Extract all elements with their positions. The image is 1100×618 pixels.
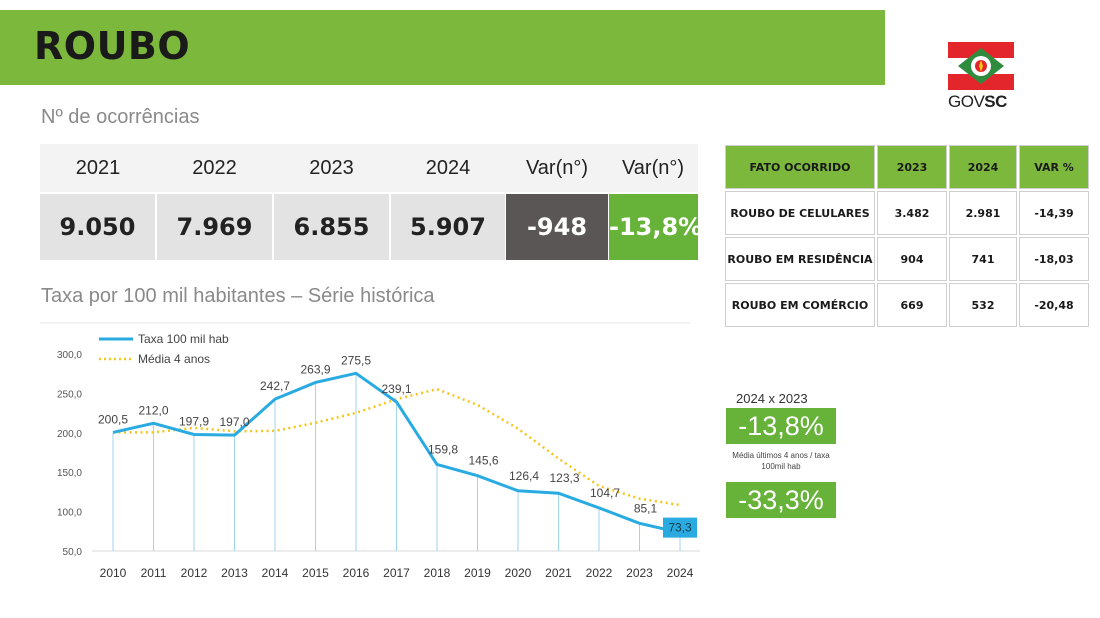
legend-label-rate: Taxa 100 mil hab	[138, 332, 229, 346]
occ-header-var-abs: Var(n°)	[525, 157, 589, 179]
comparison-note: Média últimos 4 anos / taxa 100mil hab	[732, 451, 830, 471]
logo-text: GOVSC	[948, 92, 1007, 111]
data-label: 212,0	[138, 403, 168, 417]
occ-value-var-pct: -13,8%	[609, 194, 702, 260]
x-tick-label: 2024	[667, 566, 694, 580]
drop-lines	[112, 373, 681, 551]
fact-2023: 904	[877, 237, 947, 281]
series-line-rate	[112, 371, 681, 535]
comparison-label: 2024 x 2023	[736, 391, 808, 406]
data-label: 239,1	[381, 382, 411, 396]
y-tick-label: 200,0	[57, 429, 82, 440]
chart-legend: Taxa 100 mil hab Média 4 anos	[99, 332, 229, 366]
x-tick-label: 2017	[383, 566, 410, 580]
occ-value-var-abs: -948	[506, 194, 608, 260]
x-tick-label: 2015	[302, 566, 329, 580]
occ-header-var-pct: Var(n°)	[621, 157, 685, 179]
data-label: 263,9	[300, 362, 330, 376]
x-axis: 2010 2011 2012 2013 2014 2015 2016 2017 2018 2019…	[100, 566, 694, 580]
x-tick-label: 2021	[545, 566, 572, 580]
y-tick-label: 50,0	[63, 547, 83, 558]
data-label: 126,4	[509, 469, 539, 483]
fact-var: -20,48	[1019, 283, 1089, 327]
x-tick-label: 2018	[424, 566, 451, 580]
x-tick-label: 2010	[100, 566, 127, 580]
x-tick-label: 2016	[343, 566, 370, 580]
data-label: 197,0	[219, 415, 249, 429]
data-label: 104,7	[590, 486, 620, 500]
x-tick-label: 2013	[221, 566, 248, 580]
data-label: 200,5	[98, 412, 128, 426]
series-lines	[112, 371, 681, 535]
legend-label-avg: Média 4 anos	[138, 352, 210, 366]
x-tick-label: 2011	[141, 566, 167, 580]
rate-line-chart: Taxa 100 mil hab Média 4 anos 300,0 250,0…	[40, 322, 700, 580]
series-line-avg	[113, 387, 681, 507]
y-tick-label: 300,0	[57, 350, 82, 361]
occ-value-2021: 9.050	[40, 194, 155, 260]
govsc-logo: GOVSC	[944, 40, 1020, 112]
fact-name: ROUBO EM COMÉRCIO	[725, 283, 875, 327]
occ-header-2023: 2023	[309, 157, 354, 179]
x-tick-label: 2023	[626, 566, 653, 580]
chart-title: Taxa por 100 mil habitantes – Série hist…	[41, 285, 435, 307]
data-label: 197,9	[179, 414, 209, 428]
fact-2024: 532	[949, 283, 1017, 327]
last-value-highlight	[663, 517, 697, 538]
x-tick-label: 2020	[505, 566, 532, 580]
fact-2023: 669	[877, 283, 947, 327]
occurrences-title: Nº de ocorrências	[41, 106, 200, 128]
facts-header-var: VAR %	[1019, 145, 1089, 189]
x-tick-label: 2019	[464, 566, 491, 580]
y-tick-label: 150,0	[57, 468, 82, 479]
fact-2023: 3.482	[877, 191, 947, 235]
x-tick-label: 2012	[181, 566, 208, 580]
data-label: 242,7	[260, 379, 290, 393]
page-title: ROUBO	[34, 24, 191, 68]
table-row: ROUBO EM COMÉRCIO 669 532 -20,48	[725, 283, 1089, 327]
facts-header-fact: FATO OCORRIDO	[725, 145, 875, 189]
data-label: 145,6	[468, 454, 498, 468]
facts-header-row: FATO OCORRIDO 2023 2024 VAR %	[725, 145, 1089, 189]
x-tick-label: 2022	[586, 566, 613, 580]
y-tick-label: 250,0	[57, 389, 82, 400]
facts-header-2023: 2023	[877, 145, 947, 189]
occ-header-2021: 2021	[75, 157, 121, 179]
y-tick-label: 100,0	[57, 508, 82, 519]
occurrences-header-row	[40, 144, 698, 192]
table-row: ROUBO EM RESIDÊNCIA 904 741 -18,03	[725, 237, 1089, 281]
fact-2024: 741	[949, 237, 1017, 281]
fact-name: ROUBO DE CELULARES	[725, 191, 875, 235]
table-row: ROUBO DE CELULARES 3.482 2.981 -14,39	[725, 191, 1089, 235]
occ-header-2024: 2024	[425, 157, 471, 179]
fact-var: -18,03	[1019, 237, 1089, 281]
data-labels: 200,5 212,0 197,9 197,0 242,7 263,9 275,5 239,1…	[98, 353, 697, 538]
fact-name: ROUBO EM RESIDÊNCIA	[725, 237, 875, 281]
occ-value-2022: 7.969	[157, 194, 272, 260]
data-label: 123,3	[549, 471, 579, 485]
facts-table: FATO OCORRIDO 2023 2024 VAR % ROUBO DE C…	[723, 143, 1091, 329]
occ-value-2024: 5.907	[391, 194, 505, 260]
title-bar: ROUBO	[0, 10, 885, 85]
sc-flag-icon	[948, 42, 1014, 90]
data-label: 73,3	[668, 521, 692, 535]
fact-var: -14,39	[1019, 191, 1089, 235]
occ-header-2022: 2022	[192, 157, 237, 179]
x-tick-label: 2014	[262, 566, 289, 580]
data-label: 275,5	[341, 353, 371, 367]
data-label: 159,8	[428, 442, 458, 456]
comparison-value-box: -13,8%	[726, 408, 836, 444]
fact-2024: 2.981	[949, 191, 1017, 235]
facts-header-2024: 2024	[949, 145, 1017, 189]
occ-value-2023: 6.855	[274, 194, 389, 260]
comparison-avg-box: -33,3%	[726, 482, 836, 518]
data-label: 85,1	[634, 501, 658, 515]
